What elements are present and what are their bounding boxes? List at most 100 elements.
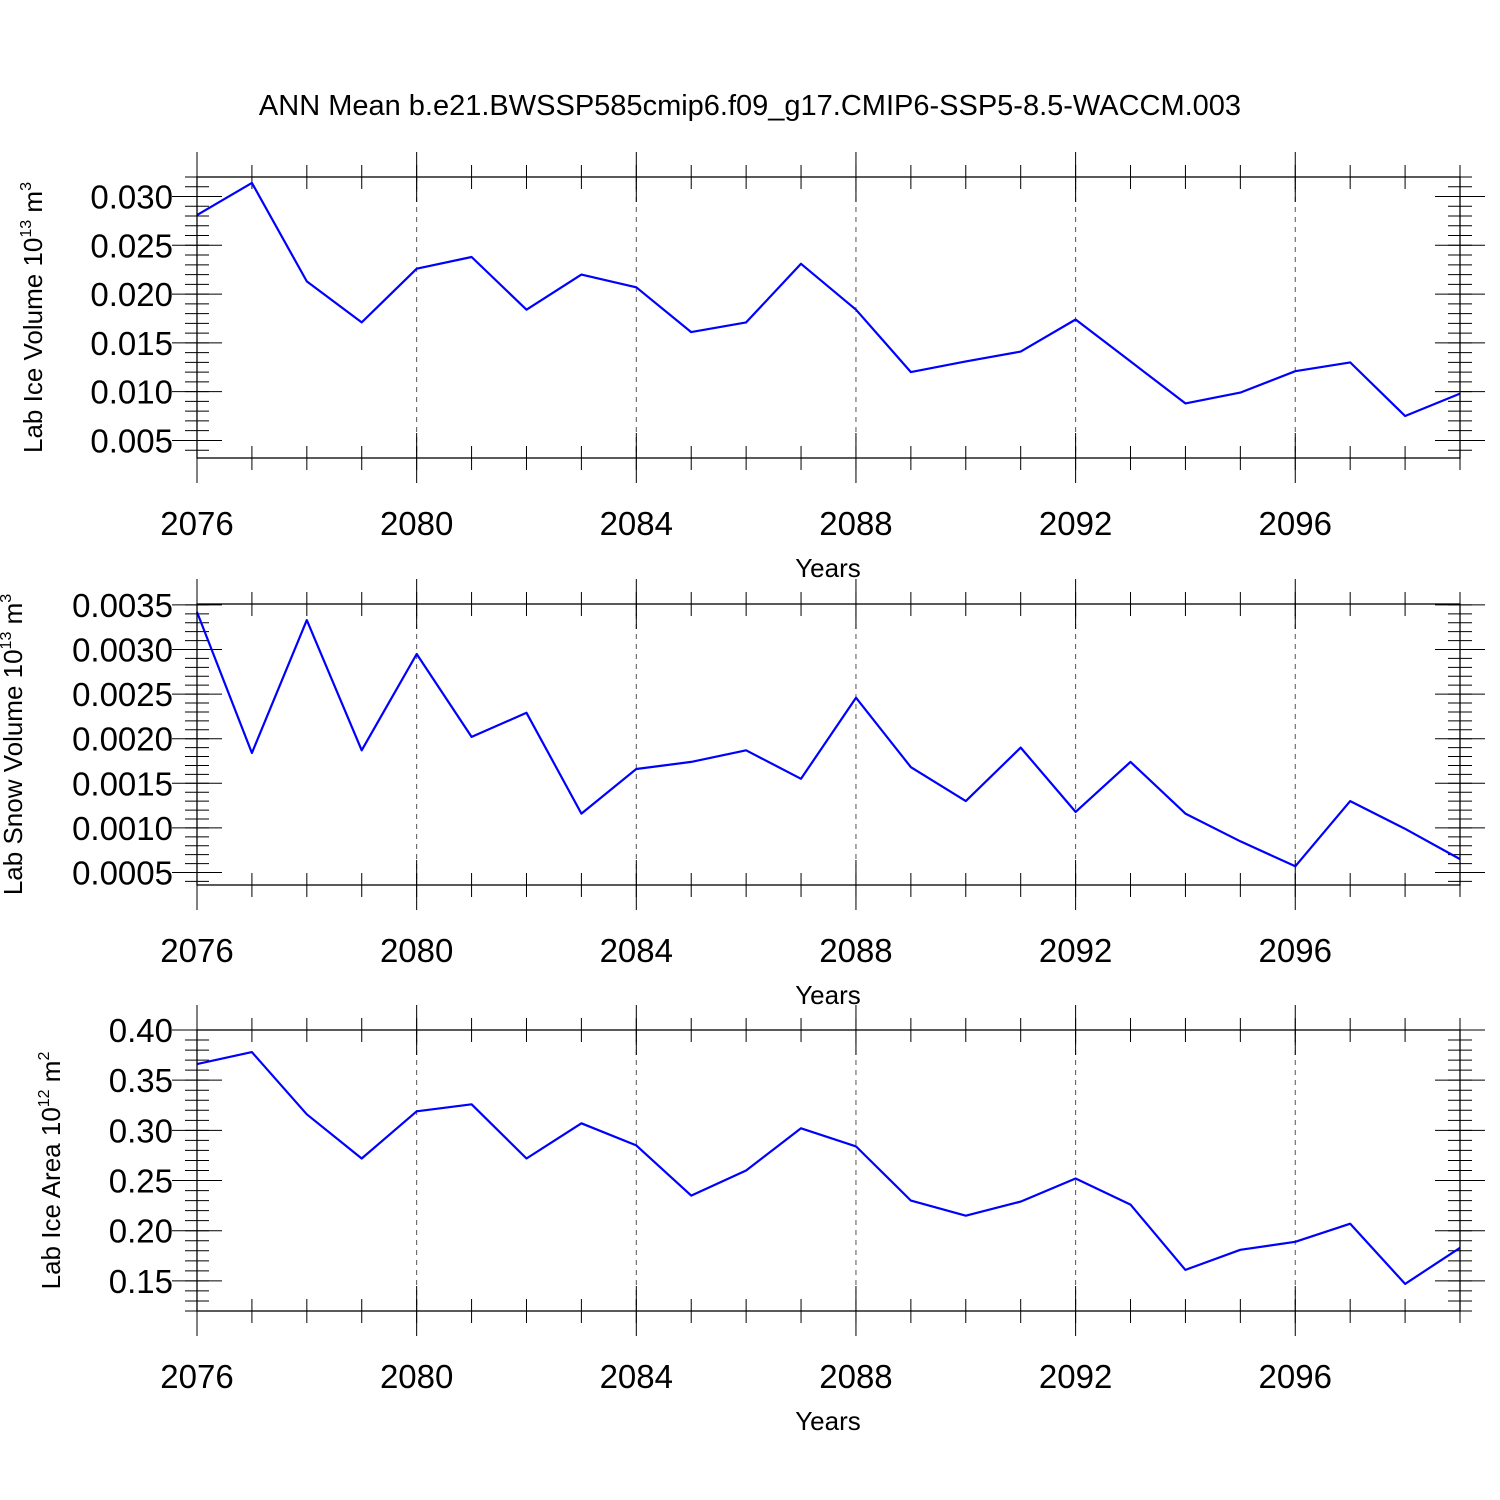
data-point	[1238, 1248, 1242, 1252]
data-point	[909, 765, 913, 769]
data-point	[634, 767, 638, 771]
data-point	[1348, 799, 1352, 803]
data-point	[634, 1143, 638, 1147]
data-point	[250, 751, 254, 755]
data-point	[250, 181, 254, 185]
x-tick-label: 2096	[1259, 1358, 1332, 1395]
data-point	[1348, 360, 1352, 364]
data-point	[1019, 746, 1023, 750]
x-tick-label: 2096	[1259, 932, 1332, 969]
y-tick-label: 0.25	[109, 1163, 173, 1200]
y-axis-title: Lab Snow Volume 1013 m3	[0, 594, 28, 895]
data-point	[1293, 864, 1297, 868]
plot-frame	[196, 1029, 1461, 1312]
y-tick-label: 0.020	[90, 276, 173, 313]
panels: 0.005 0.010 0.015 0.020 0.025 0.030 2076 2080 20…	[0, 152, 1485, 1436]
x-tick-label: 2080	[380, 932, 453, 969]
data-point	[1074, 1177, 1078, 1181]
x-tick-label: 2080	[380, 505, 453, 542]
x-tick-label: 2088	[819, 1358, 892, 1395]
data-point	[1293, 1240, 1297, 1244]
data-point	[579, 273, 583, 277]
x-tick-label: 2088	[819, 932, 892, 969]
y-tick-label: 0.40	[109, 1012, 173, 1049]
data-point	[1129, 359, 1133, 363]
series-line	[196, 181, 1461, 418]
data-point	[1129, 760, 1133, 764]
data-point	[1019, 1200, 1023, 1204]
x-tick-label: 2084	[600, 505, 673, 542]
y-axis-title: Lab Ice Area 1012 m2	[36, 1052, 66, 1290]
data-point	[470, 735, 474, 739]
y-axis-title: Lab Ice Volume 1013 m3	[18, 182, 48, 453]
data-point	[689, 1194, 693, 1198]
x-tick-label: 2076	[160, 1358, 233, 1395]
data-point	[524, 308, 528, 312]
data-point	[634, 285, 638, 289]
data-point	[305, 279, 309, 283]
data-point	[579, 812, 583, 816]
plot-frame	[196, 603, 1461, 886]
data-point	[470, 255, 474, 259]
data-point	[1074, 810, 1078, 814]
chart-title: ANN Mean b.e21.BWSSP585cmip6.f09_g17.CMI…	[259, 90, 1241, 122]
data-point	[524, 711, 528, 715]
data-point	[1238, 839, 1242, 843]
y-tick-label: 0.20	[109, 1213, 173, 1250]
data-point	[1019, 350, 1023, 354]
y-tick-label: 0.35	[109, 1062, 173, 1099]
data-point	[1403, 414, 1407, 418]
data-point	[689, 330, 693, 334]
data-point	[579, 1121, 583, 1125]
data-point	[854, 308, 858, 312]
y-tick-label: 0.025	[90, 227, 173, 264]
series-line	[196, 1050, 1461, 1286]
data-point	[1293, 369, 1297, 373]
x-tick-label: 2076	[160, 505, 233, 542]
data-point	[744, 1169, 748, 1173]
data-point	[1348, 1222, 1352, 1226]
y-tick-label: 0.010	[90, 374, 173, 411]
x-axis-title: Years	[795, 1406, 861, 1436]
y-tick-label: 0.005	[90, 422, 173, 459]
data-point	[250, 1050, 254, 1054]
x-axis-title: Years	[795, 553, 861, 583]
x-tick-label: 2076	[160, 932, 233, 969]
y-tick-label: 0.0015	[72, 765, 173, 802]
panel-3: 0.15 0.20 0.25 0.30 0.35 0.40 2076 2080 2084 2088…	[36, 1005, 1485, 1436]
data-point	[1403, 827, 1407, 831]
data-point	[854, 1144, 858, 1148]
data-point	[1183, 401, 1187, 405]
data-point	[1183, 1268, 1187, 1272]
y-tick-label: 0.30	[109, 1112, 173, 1149]
y-tick-label: 0.0005	[72, 855, 173, 892]
x-tick-label: 2088	[819, 505, 892, 542]
panel-2: 0.0005 0.0010 0.0015 0.0020 0.0025 0.0030 0.00…	[0, 579, 1485, 1010]
x-tick-label: 2096	[1259, 505, 1332, 542]
panel-1: 0.005 0.010 0.015 0.020 0.025 0.030 2076 2080 20…	[18, 152, 1485, 583]
data-point	[415, 652, 419, 656]
data-point	[854, 696, 858, 700]
data-point	[799, 262, 803, 266]
y-tick-label: 0.15	[109, 1263, 173, 1300]
x-tick-label: 2092	[1039, 505, 1112, 542]
y-tick-label: 0.0020	[72, 721, 173, 758]
x-tick-label: 2084	[600, 1358, 673, 1395]
data-point	[799, 777, 803, 781]
x-axis-title: Years	[795, 980, 861, 1010]
data-point	[744, 320, 748, 324]
data-point	[744, 748, 748, 752]
data-point	[799, 1126, 803, 1130]
data-point	[305, 618, 309, 622]
data-point	[1183, 812, 1187, 816]
x-tick-label: 2092	[1039, 1358, 1112, 1395]
data-point	[964, 1214, 968, 1218]
y-tick-label: 0.0010	[72, 810, 173, 847]
y-tick-label: 0.0025	[72, 676, 173, 713]
data-point	[909, 1199, 913, 1203]
plot-frame	[196, 176, 1461, 459]
y-tick-label: 0.0030	[72, 631, 173, 668]
data-point	[964, 359, 968, 363]
y-tick-label: 0.030	[90, 179, 173, 216]
